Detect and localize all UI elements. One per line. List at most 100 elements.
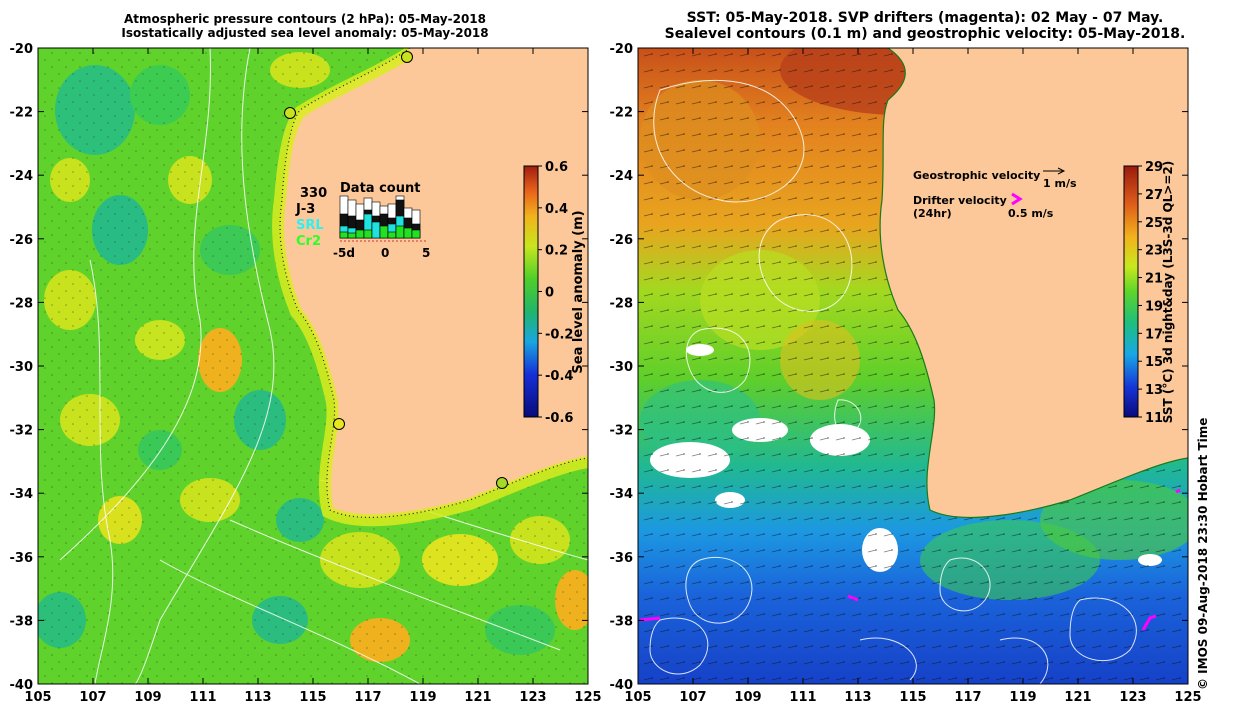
sst-axes: 105 107 109 111 113 115 117 119 121 123 125 -20 -22 -… bbox=[610, 42, 1202, 705]
geo-velocity-label: Geostrophic velocity bbox=[913, 169, 1040, 182]
sla-y-tick-label: -26 bbox=[10, 233, 34, 248]
sst-x-tick-label: 123 bbox=[1119, 690, 1146, 705]
sla-x-tick-label: 119 bbox=[409, 690, 436, 705]
drifter-arrow-icon bbox=[1011, 192, 1023, 206]
sst-x-tick-label: 119 bbox=[1009, 690, 1036, 705]
sst-colorbar-tick-label: 21 bbox=[1145, 272, 1163, 287]
sla-x-tick-label: 109 bbox=[134, 690, 161, 705]
right-title-line2: Sealevel contours (0.1 m) and geostrophi… bbox=[664, 26, 1186, 42]
sla-y-tick-label: -40 bbox=[10, 678, 34, 693]
australia-land-right bbox=[880, 48, 1188, 518]
sla-colorbar-tick-label: -0.6 bbox=[545, 411, 573, 426]
sla-y-tick-label: -34 bbox=[10, 487, 34, 502]
sst-colorbar-label: SST (°C) 3d night&day (L3S-3d QL>=2) bbox=[1161, 161, 1175, 424]
drifter-tracks bbox=[639, 488, 1181, 631]
sla-y-tick-label: -30 bbox=[10, 360, 34, 375]
sst-y-tick-label: -40 bbox=[610, 678, 634, 693]
sla-colorbar-tick-label: 0.4 bbox=[545, 202, 568, 217]
coastline-right bbox=[879, 48, 1188, 518]
sla-x-tick-label: 123 bbox=[519, 690, 546, 705]
sla-y-tick-label: -22 bbox=[10, 106, 34, 121]
sla-x-tick-label: 107 bbox=[79, 690, 106, 705]
sla-colorbar-tick-label: 0 bbox=[545, 286, 554, 301]
sst-colorbar-gradient bbox=[1123, 165, 1139, 418]
coastal-band bbox=[272, 48, 588, 527]
sst-colorbar-tick-label: 27 bbox=[1145, 188, 1163, 203]
data-count-bars bbox=[339, 195, 421, 239]
sla-colorbar-tick-label: 0.2 bbox=[545, 244, 568, 259]
sst-x-tick-label: 105 bbox=[624, 690, 651, 705]
sst-colorbar-tick-label: 29 bbox=[1145, 160, 1163, 175]
sst-y-tick-label: -28 bbox=[610, 296, 634, 311]
legend-sat-cr2: Cr2 bbox=[296, 234, 321, 249]
imos-credit: © IMOS 09-Aug-2018 23:30 Hobart Time bbox=[1196, 418, 1210, 690]
sst-y-tick-label: -30 bbox=[610, 360, 634, 375]
left-map-title: Atmospheric pressure contours (2 hPa): 0… bbox=[0, 12, 610, 40]
sst-x-tick-label: 107 bbox=[679, 690, 706, 705]
sla-y-tick-label: -24 bbox=[10, 169, 34, 184]
data-count-tick-5: 5 bbox=[422, 246, 430, 260]
sla-x-tick-label: 121 bbox=[464, 690, 491, 705]
tide-gauge-markers bbox=[284, 51, 508, 489]
sst-x-tick-label: 113 bbox=[844, 690, 871, 705]
sst-y-tick-label: -36 bbox=[610, 551, 634, 566]
australia-land bbox=[280, 48, 588, 518]
sst-colorbar-tick-label: 17 bbox=[1145, 327, 1163, 342]
sst-map bbox=[638, 48, 1188, 684]
geo-velocity-scale: 1 m/s bbox=[1043, 177, 1077, 190]
sst-y-tick-label: -26 bbox=[610, 233, 634, 248]
sla-colorbar-tick-label: 0.6 bbox=[545, 160, 568, 175]
legend-sat-srl: SRL bbox=[296, 218, 324, 233]
sla-x-tick-label: 125 bbox=[574, 690, 601, 705]
sst-colorbar-tick-label: 25 bbox=[1145, 216, 1163, 231]
sst-y-tick-label: -32 bbox=[610, 424, 634, 439]
sst-colorbar-tick-label: 19 bbox=[1145, 299, 1163, 314]
sla-x-tick-label: 105 bbox=[24, 690, 51, 705]
geo-arrowhead-icon bbox=[1057, 167, 1066, 175]
sla-colorbar-ticks: 0.6 0.4 0.2 0 -0.2 -0.4 -0.6 bbox=[538, 160, 573, 426]
sst-x-tick-label: 109 bbox=[734, 690, 761, 705]
right-map-title: SST: 05-May-2018. SVP drifters (magenta)… bbox=[610, 10, 1240, 42]
data-count-tick-0: 0 bbox=[381, 246, 389, 260]
sla-colorbar-label: Sea level anomaly (m) bbox=[571, 210, 586, 373]
sla-x-tick-label: 115 bbox=[299, 690, 326, 705]
drifter-velocity-interval: (24hr) bbox=[913, 207, 952, 220]
sst-x-tick-label: 111 bbox=[789, 690, 816, 705]
sst-colorbar-ticks: 29 27 25 23 21 19 17 15 13 11 bbox=[1138, 160, 1163, 426]
sst-y-tick-label: -22 bbox=[610, 106, 634, 121]
velocity-legend: Geostrophic velocity 1 m/s Drifter veloc… bbox=[913, 167, 1077, 220]
right-title-line1: SST: 05-May-2018. SVP drifters (magenta)… bbox=[686, 10, 1164, 26]
sst-y-tick-label: -38 bbox=[610, 614, 634, 629]
sst-x-tick-label: 125 bbox=[1174, 690, 1201, 705]
sla-y-tick-label: -36 bbox=[10, 551, 34, 566]
sla-y-tick-label: -32 bbox=[10, 424, 34, 439]
legend-sat-j3: J-3 bbox=[295, 202, 315, 217]
sst-colorbar-tick-label: 11 bbox=[1145, 411, 1163, 426]
sst-colorbar-tick-label: 15 bbox=[1145, 355, 1163, 370]
sla-axes: 105 107 109 111 113 115 117 119 121 123 125 -20 -22 -… bbox=[10, 42, 602, 705]
sst-y-tick-label: -34 bbox=[610, 487, 634, 502]
data-count-tick-minus5: -5d bbox=[333, 246, 355, 260]
sla-y-tick-label: -28 bbox=[10, 296, 34, 311]
sst-colorbar-tick-label: 23 bbox=[1145, 244, 1163, 259]
sea-level-contours bbox=[649, 79, 1137, 684]
sla-colorbar-tick-label: -0.4 bbox=[545, 369, 573, 384]
left-title-line1: Atmospheric pressure contours (2 hPa): 0… bbox=[123, 12, 486, 26]
sst-x-tick-label: 117 bbox=[954, 690, 981, 705]
data-count-title: Data count bbox=[340, 181, 420, 196]
sla-y-tick-label: -20 bbox=[10, 42, 34, 57]
sla-x-tick-label: 113 bbox=[244, 690, 271, 705]
sla-x-tick-label: 117 bbox=[354, 690, 381, 705]
sst-colorbar-tick-label: 13 bbox=[1145, 383, 1163, 398]
drifter-velocity-label: Drifter velocity bbox=[913, 194, 1007, 207]
sla-colorbar: 0.6 0.4 0.2 0 -0.2 -0.4 -0.6 Sea level anomaly… bbox=[523, 160, 586, 426]
sla-y-tick-label: -38 bbox=[10, 614, 34, 629]
sla-colorbar-tick-label: -0.2 bbox=[545, 327, 573, 342]
sst-x-tick-label: 115 bbox=[899, 690, 926, 705]
sla-x-tick-label: 111 bbox=[189, 690, 216, 705]
data-count-inset: Data count 330 J-3 SRL Cr2 -5d 0 5 bbox=[295, 181, 430, 260]
sst-x-tick-label: 121 bbox=[1064, 690, 1091, 705]
sla-map bbox=[38, 48, 588, 684]
sst-colorbar: 29 27 25 23 21 19 17 15 13 11 SST (°C) 3d night&d… bbox=[1123, 160, 1175, 426]
